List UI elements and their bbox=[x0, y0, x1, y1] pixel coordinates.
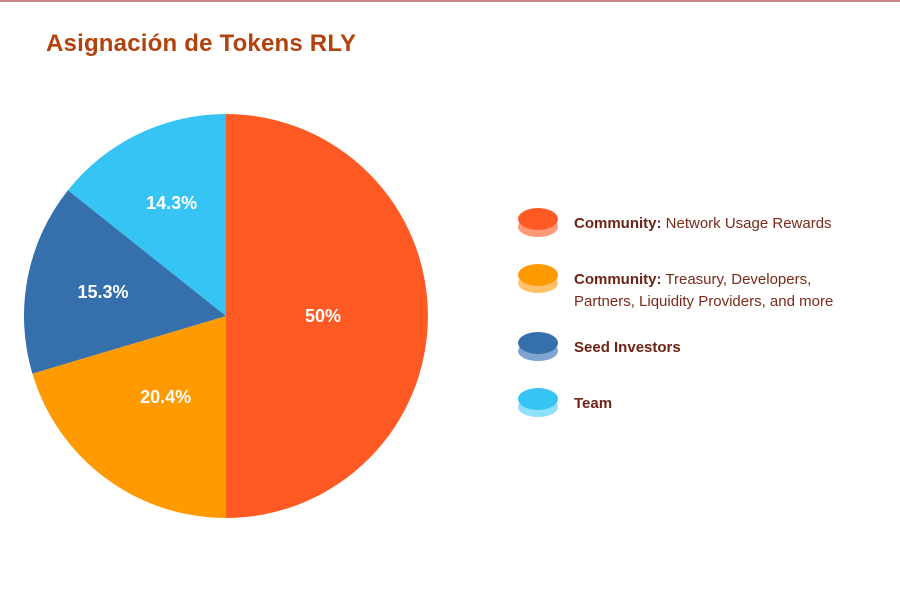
legend-label-bold-0: Community: bbox=[574, 215, 662, 232]
legend-label-3: Team bbox=[574, 388, 612, 415]
legend-item-1: Community: Treasury, Developers, Partner… bbox=[518, 264, 874, 313]
pie-slice-1 bbox=[32, 316, 226, 518]
top-divider bbox=[0, 0, 900, 2]
legend-label-detail-1: Treasury, Developers, Partners, Liquidit… bbox=[574, 271, 834, 310]
slice-value-label-0: 50% bbox=[305, 306, 341, 326]
legend-swatch-1 bbox=[518, 264, 558, 294]
legend-label-detail-0: Network Usage Rewards bbox=[661, 215, 832, 232]
pie-slice-3 bbox=[67, 114, 226, 316]
legend-label-2: Seed Investors bbox=[574, 332, 681, 359]
legend-item-2: Seed Investors bbox=[518, 332, 681, 362]
slice-value-label-3: 14.3% bbox=[146, 193, 197, 213]
pie-slice-0 bbox=[226, 114, 428, 518]
pie-slice-2 bbox=[24, 190, 227, 374]
legend-label-bold-3: Team bbox=[574, 395, 613, 412]
chart-title: Asignación de Tokens RLY bbox=[46, 30, 357, 57]
slice-value-label-1: 20.4% bbox=[140, 387, 191, 407]
legend-swatch-2 bbox=[518, 332, 558, 362]
legend-swatch-3 bbox=[518, 388, 558, 418]
slice-value-label-2: 15.3% bbox=[78, 282, 129, 302]
legend-label-bold-2: Seed Investors bbox=[574, 339, 681, 356]
legend-item-3: Team bbox=[518, 388, 612, 418]
legend-label-0: Community: Network Usage Rewards bbox=[574, 208, 832, 235]
legend-label-1: Community: Treasury, Developers, Partner… bbox=[574, 264, 874, 313]
legend-label-bold-1: Community: bbox=[574, 271, 662, 288]
legend-item-0: Community: Network Usage Rewards bbox=[518, 208, 832, 238]
legend-swatch-0 bbox=[518, 208, 558, 238]
